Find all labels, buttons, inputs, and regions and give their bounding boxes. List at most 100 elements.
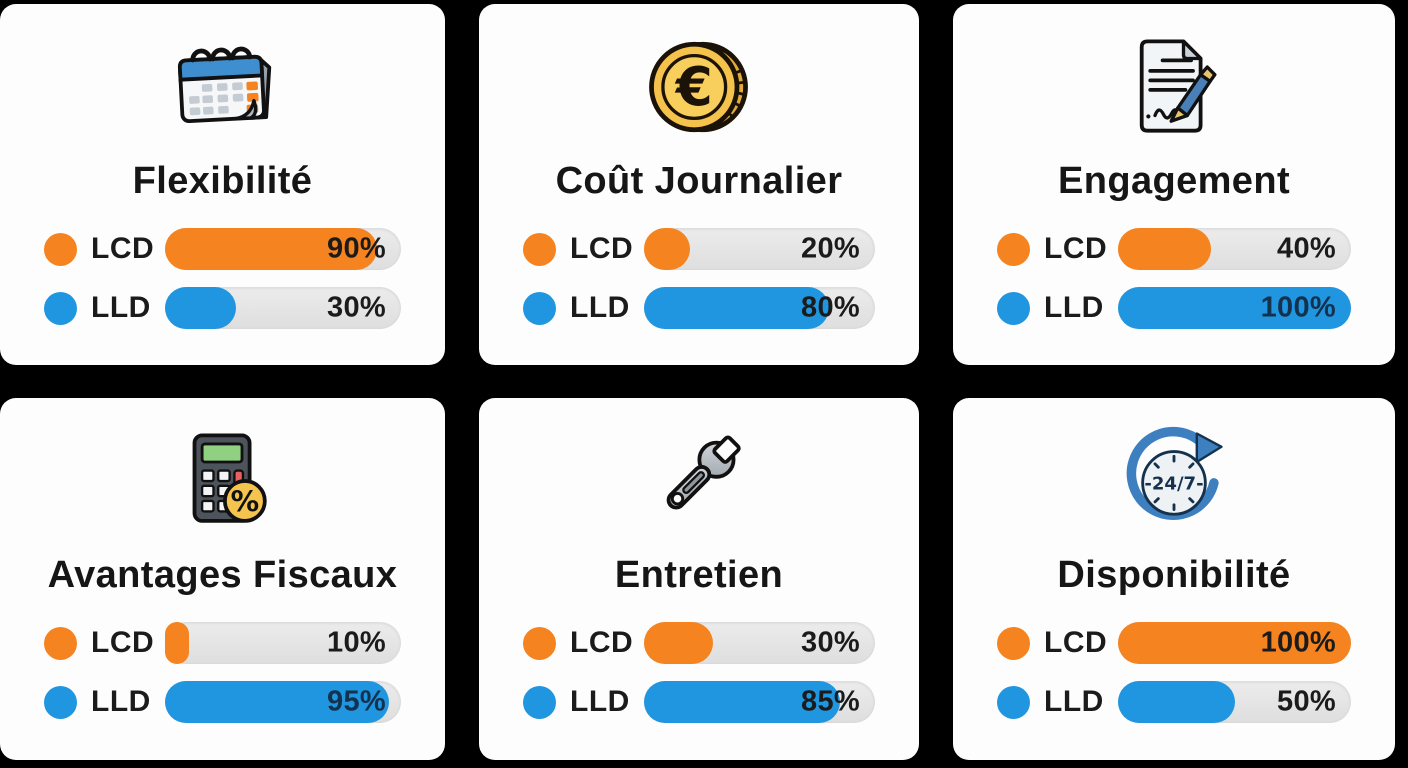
bar-row-lld: LLD 30%: [44, 287, 401, 329]
card-avantages-fiscaux: % Avantages Fiscaux LCD 10% LLD 95%: [0, 398, 445, 760]
bar-row-lld: LLD 95%: [44, 681, 401, 723]
bar-track: 40%: [1118, 228, 1351, 270]
bar-label-lcd: LCD: [570, 626, 634, 659]
wrench-icon: [666, 435, 741, 510]
lld-legend-dot: [523, 291, 556, 325]
card-title: Coût Journalier: [555, 160, 843, 202]
lcd-legend-dot: [523, 626, 556, 660]
bar-label-lld: LLD: [1044, 291, 1104, 324]
bar-fill-lld: [1118, 681, 1235, 723]
bar-label-lcd: LCD: [91, 232, 155, 265]
bar-track: 95%: [165, 681, 401, 723]
bar-track: 50%: [1118, 681, 1351, 723]
bar-group: LCD 40% LLD 100%: [997, 228, 1351, 329]
lld-legend-dot: [44, 685, 77, 719]
bar-track: 30%: [644, 622, 875, 664]
bar-value-lld: 95%: [327, 685, 386, 718]
lcd-legend-dot: [44, 626, 77, 660]
euro-glyph: €: [674, 56, 713, 118]
bar-fill-lld: [1118, 287, 1351, 329]
bar-value-lld: 85%: [801, 685, 860, 718]
bar-track: 100%: [1118, 287, 1351, 329]
card-title: Engagement: [1057, 160, 1291, 202]
bar-group: LCD 100% LLD 50%: [997, 622, 1351, 723]
bar-value-lcd: 40%: [1277, 232, 1336, 265]
bar-label-lld: LLD: [91, 685, 151, 718]
percent-glyph: %: [230, 485, 259, 518]
bar-track: 30%: [165, 287, 401, 329]
card-title: Disponibilité: [1057, 554, 1291, 596]
lcd-legend-dot: [44, 232, 77, 266]
card-title: Flexibilité: [132, 160, 313, 202]
bar-value-lcd: 20%: [801, 232, 860, 265]
bar-value-lcd: 10%: [327, 626, 386, 659]
bar-fill-lcd: [165, 622, 189, 664]
comparison-grid: Flexibilité LCD 90% LLD 30%: [0, 4, 1395, 760]
bar-fill-lcd: [165, 228, 378, 270]
card-disponibilite: -24/7- Disponibilité LCD 100% LLD 50%: [953, 398, 1395, 760]
bar-track: 20%: [644, 228, 875, 270]
bar-label-lcd: LCD: [91, 626, 155, 659]
bar-value-lld: 100%: [1260, 291, 1336, 324]
card-flexibilite: Flexibilité LCD 90% LLD 30%: [0, 4, 445, 365]
bar-row-lld: LLD 100%: [997, 287, 1351, 329]
bar-row-lld: LLD 80%: [523, 287, 875, 329]
bar-label-lcd: LCD: [1044, 626, 1108, 659]
bar-group: LCD 10% LLD 95%: [44, 622, 401, 723]
bar-row-lcd: LCD 30%: [523, 622, 875, 664]
bar-group: LCD 90% LLD 30%: [44, 228, 401, 329]
bar-row-lcd: LCD 10%: [44, 622, 401, 664]
bar-fill-lcd: [644, 228, 691, 270]
euro-coin-icon: €: [649, 41, 748, 133]
bar-track: 10%: [165, 622, 401, 664]
bar-value-lcd: 90%: [327, 232, 386, 265]
lld-legend-dot: [44, 291, 77, 325]
lld-legend-dot: [523, 685, 556, 719]
euro-coin-icon: €: [640, 30, 758, 144]
bar-row-lcd: LCD 20%: [523, 228, 875, 270]
bar-fill-lcd: [1118, 228, 1212, 270]
lcd-legend-dot: [997, 232, 1030, 266]
bar-row-lld: LLD 85%: [523, 681, 875, 723]
bar-row-lcd: LCD 90%: [44, 228, 401, 270]
lcd-legend-dot: [523, 232, 556, 266]
24-7-label: -24/7-: [1144, 474, 1203, 495]
bar-value-lld: 50%: [1277, 685, 1336, 718]
bar-value-lld: 30%: [327, 291, 386, 324]
calendar-icon: [164, 30, 282, 144]
bar-fill-lld: [644, 681, 841, 723]
bar-track: 80%: [644, 287, 875, 329]
bar-value-lcd: 100%: [1260, 626, 1336, 659]
bar-label-lld: LLD: [1044, 685, 1104, 718]
bar-row-lld: LLD 50%: [997, 681, 1351, 723]
card-title: Entretien: [614, 554, 784, 596]
card-entretien: Entretien LCD 30% LLD 85%: [479, 398, 919, 760]
bar-label-lld: LLD: [570, 685, 630, 718]
bar-row-lcd: LCD 100%: [997, 622, 1351, 664]
bar-value-lcd: 30%: [801, 626, 860, 659]
clock-24-7-icon: -24/7-: [1126, 426, 1223, 520]
bar-group: LCD 20% LLD 80%: [523, 228, 875, 329]
contract-signing-icon: [1115, 30, 1233, 144]
clock-24-7-icon: -24/7-: [1115, 424, 1233, 538]
card-engagement: Engagement LCD 40% LLD 100%: [953, 4, 1395, 365]
lld-legend-dot: [997, 685, 1030, 719]
lld-legend-dot: [997, 291, 1030, 325]
calculator-percent-icon: %: [192, 433, 267, 523]
bar-track: 85%: [644, 681, 875, 723]
bar-label-lld: LLD: [91, 291, 151, 324]
lcd-legend-dot: [997, 626, 1030, 660]
bar-label-lcd: LCD: [1044, 232, 1108, 265]
bar-label-lcd: LCD: [570, 232, 634, 265]
calculator-percent-icon: %: [164, 424, 282, 538]
bar-row-lcd: LCD 40%: [997, 228, 1351, 270]
bar-track: 100%: [1118, 622, 1351, 664]
bar-value-lld: 80%: [801, 291, 860, 324]
bar-fill-lld: [165, 287, 236, 329]
bar-fill-lcd: [644, 622, 714, 664]
bar-fill-lld: [165, 681, 390, 723]
bar-fill-lcd: [1118, 622, 1351, 664]
card-title: Avantages Fiscaux: [47, 554, 398, 596]
wrench-icon: [640, 424, 758, 538]
card-cout-journalier: € Coût Journalier LCD 20% LLD 80%: [479, 4, 919, 365]
